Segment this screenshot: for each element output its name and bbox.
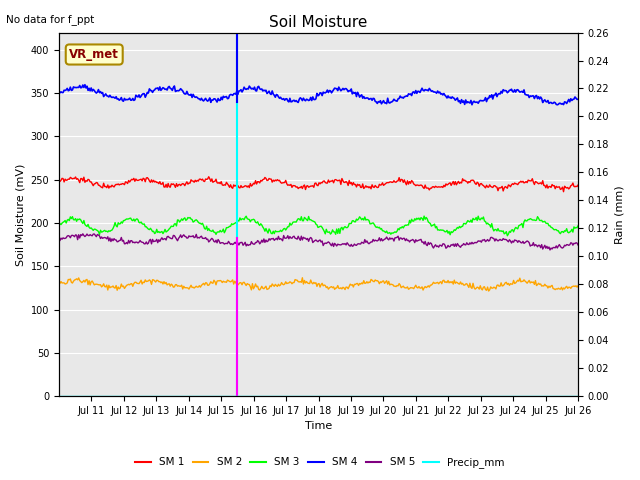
X-axis label: Time: Time	[305, 421, 332, 432]
Y-axis label: Soil Moisture (mV): Soil Moisture (mV)	[15, 163, 25, 265]
Y-axis label: Rain (mm): Rain (mm)	[615, 185, 625, 244]
Legend: SM 1, SM 2, SM 3, SM 4, SM 5, Precip_mm: SM 1, SM 2, SM 3, SM 4, SM 5, Precip_mm	[131, 453, 509, 472]
Text: No data for f_ppt: No data for f_ppt	[6, 14, 95, 25]
Text: VR_met: VR_met	[69, 48, 119, 61]
Title: Soil Moisture: Soil Moisture	[269, 15, 368, 30]
